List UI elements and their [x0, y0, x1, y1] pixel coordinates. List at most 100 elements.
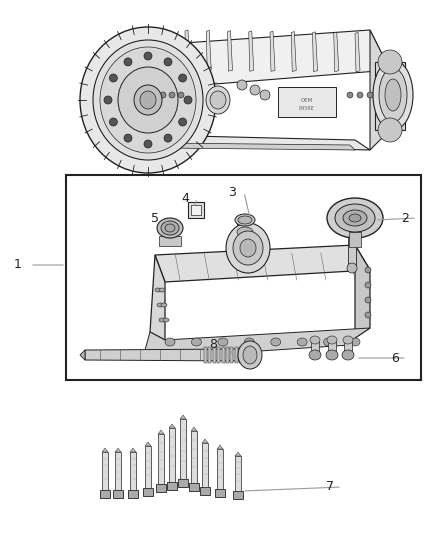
Ellipse shape: [178, 92, 184, 98]
Ellipse shape: [324, 338, 334, 346]
Ellipse shape: [124, 134, 132, 142]
Bar: [215, 489, 225, 497]
Ellipse shape: [161, 303, 167, 307]
Ellipse shape: [164, 58, 172, 66]
Ellipse shape: [244, 338, 254, 346]
Ellipse shape: [240, 239, 256, 257]
Ellipse shape: [365, 267, 371, 273]
Ellipse shape: [157, 218, 183, 238]
Bar: [200, 487, 210, 495]
Ellipse shape: [327, 336, 337, 344]
Ellipse shape: [155, 288, 161, 292]
Ellipse shape: [238, 216, 252, 224]
Ellipse shape: [342, 350, 354, 360]
Text: 8: 8: [209, 338, 217, 351]
Bar: [241, 240, 255, 265]
Ellipse shape: [164, 134, 172, 142]
Bar: [202, 443, 208, 487]
Ellipse shape: [93, 40, 203, 160]
Ellipse shape: [191, 338, 201, 346]
Polygon shape: [150, 45, 165, 145]
Text: 7: 7: [326, 481, 334, 494]
Bar: [217, 347, 220, 363]
Bar: [102, 452, 108, 490]
Ellipse shape: [238, 341, 262, 369]
Ellipse shape: [210, 91, 226, 109]
Polygon shape: [150, 255, 165, 340]
Text: 4: 4: [181, 191, 189, 205]
Ellipse shape: [250, 85, 260, 95]
Polygon shape: [169, 424, 175, 428]
Ellipse shape: [233, 231, 263, 265]
Ellipse shape: [350, 338, 360, 346]
Bar: [235, 347, 238, 363]
Polygon shape: [115, 448, 121, 452]
Bar: [167, 482, 177, 490]
Polygon shape: [130, 448, 136, 452]
Ellipse shape: [80, 27, 216, 173]
Ellipse shape: [373, 60, 413, 130]
Bar: [188, 202, 204, 218]
Ellipse shape: [134, 85, 162, 115]
Ellipse shape: [326, 350, 338, 360]
Bar: [237, 220, 253, 232]
Text: 2: 2: [401, 212, 409, 224]
Bar: [159, 236, 181, 246]
Ellipse shape: [349, 214, 361, 222]
Text: OEM: OEM: [301, 98, 313, 102]
Text: 845RE: 845RE: [299, 106, 315, 110]
Ellipse shape: [157, 303, 163, 307]
Polygon shape: [80, 350, 85, 360]
Bar: [217, 449, 223, 489]
Ellipse shape: [165, 224, 175, 232]
Bar: [130, 452, 136, 490]
Ellipse shape: [365, 297, 371, 303]
Ellipse shape: [110, 118, 117, 126]
Ellipse shape: [347, 92, 353, 98]
Ellipse shape: [357, 92, 363, 98]
Bar: [349, 232, 361, 247]
Bar: [143, 488, 153, 496]
Ellipse shape: [160, 92, 166, 98]
Ellipse shape: [237, 80, 247, 90]
Ellipse shape: [118, 67, 178, 133]
Ellipse shape: [179, 118, 187, 126]
Ellipse shape: [243, 346, 257, 364]
Ellipse shape: [367, 92, 373, 98]
Bar: [208, 347, 212, 363]
Bar: [344, 340, 352, 354]
Ellipse shape: [347, 263, 357, 273]
Text: 1: 1: [14, 259, 22, 271]
Polygon shape: [235, 452, 241, 456]
Bar: [115, 452, 121, 490]
Bar: [239, 347, 242, 363]
Bar: [226, 347, 229, 363]
Bar: [156, 484, 166, 492]
Bar: [145, 446, 151, 488]
Ellipse shape: [140, 91, 156, 109]
Ellipse shape: [159, 288, 165, 292]
Polygon shape: [180, 415, 186, 419]
Polygon shape: [191, 427, 197, 431]
Polygon shape: [249, 31, 254, 71]
Ellipse shape: [365, 312, 371, 318]
Ellipse shape: [161, 221, 179, 235]
Ellipse shape: [226, 223, 270, 273]
Polygon shape: [206, 30, 211, 71]
Bar: [128, 490, 138, 498]
Ellipse shape: [379, 68, 407, 122]
Ellipse shape: [100, 47, 196, 153]
Ellipse shape: [271, 338, 281, 346]
Polygon shape: [102, 448, 108, 452]
Ellipse shape: [159, 318, 165, 322]
Polygon shape: [227, 30, 233, 71]
Polygon shape: [202, 439, 208, 443]
Ellipse shape: [385, 79, 401, 111]
Bar: [233, 491, 243, 499]
Bar: [158, 434, 164, 484]
Polygon shape: [334, 32, 339, 72]
Ellipse shape: [260, 90, 270, 100]
Bar: [189, 483, 199, 491]
Ellipse shape: [104, 96, 112, 104]
Ellipse shape: [378, 50, 402, 74]
